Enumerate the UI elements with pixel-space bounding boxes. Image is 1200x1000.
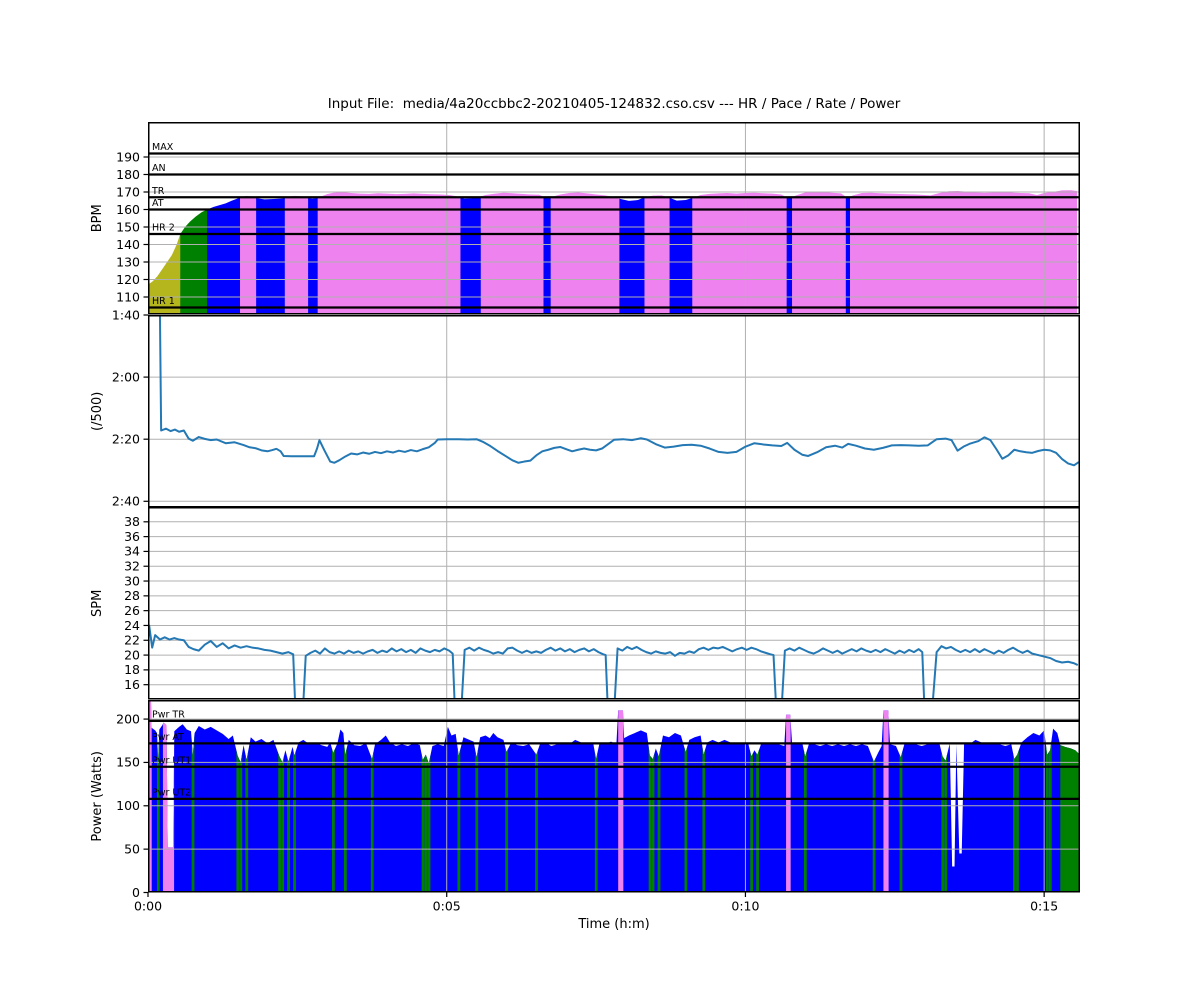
- svg-text:32: 32: [124, 559, 140, 574]
- zone-label: Pwr AT: [152, 731, 184, 742]
- y-axis-title: SPM: [90, 590, 105, 617]
- svg-text:120: 120: [116, 272, 140, 287]
- svg-text:26: 26: [124, 603, 140, 618]
- panel-border: [148, 507, 1080, 700]
- heart-rate-fill: [148, 190, 1078, 315]
- panel-border: [148, 122, 1080, 315]
- panel-power: Pwr TR Pwr AT Pwr UT1 Pwr UT2 0 50 100 150 200 Po…: [90, 699, 1080, 913]
- x-axis-title: Time (h:m): [578, 917, 650, 932]
- svg-text:0:10: 0:10: [731, 898, 759, 913]
- svg-text:28: 28: [124, 588, 140, 603]
- power-fill: [148, 700, 1079, 892]
- svg-text:30: 30: [124, 573, 140, 588]
- svg-text:0:15: 0:15: [1030, 898, 1058, 913]
- svg-text:50: 50: [124, 841, 140, 856]
- x-ticks: 0:00 0:05 0:10 0:15: [134, 892, 1058, 913]
- panel-power-svg: Pwr TR Pwr AT Pwr UT1 Pwr UT2 0 50 100 150 200 Po…: [90, 699, 1080, 913]
- zone-label: Pwr UT1: [152, 755, 191, 766]
- panel-border: [148, 314, 1080, 507]
- svg-text:34: 34: [124, 544, 140, 559]
- grid: [148, 314, 1080, 507]
- svg-text:2:40: 2:40: [112, 493, 140, 508]
- svg-text:180: 180: [116, 167, 140, 182]
- svg-text:0: 0: [132, 884, 140, 899]
- svg-text:24: 24: [124, 618, 140, 633]
- svg-text:36: 36: [124, 529, 140, 544]
- svg-text:2:20: 2:20: [112, 431, 140, 446]
- svg-text:160: 160: [116, 202, 140, 217]
- svg-text:38: 38: [124, 514, 140, 529]
- svg-text:2:00: 2:00: [112, 369, 140, 384]
- svg-text:140: 140: [116, 237, 140, 252]
- zone-label: Pwr TR: [152, 709, 185, 720]
- zone-label: TR: [151, 186, 165, 197]
- zone-label: AT: [152, 198, 164, 209]
- svg-text:1:40: 1:40: [112, 307, 140, 322]
- grid: [148, 507, 1080, 700]
- pace-line: [158, 314, 1080, 466]
- y-axis-title: BPM: [90, 204, 105, 232]
- y-ticks: 110 120 130 140 150 160 170 180 190: [116, 149, 148, 304]
- panel-stroke-rate: 16 18 20 22 24 26 28 30 32 34 36 38 SPM: [90, 507, 1080, 700]
- y-ticks: 1:40 2:00 2:20 2:40: [112, 307, 148, 508]
- zone-label: MAX: [152, 142, 174, 153]
- svg-text:150: 150: [116, 754, 140, 769]
- panel-pace-svg: 1:40 2:00 2:20 2:40 (/500): [90, 307, 1080, 508]
- svg-text:0:00: 0:00: [134, 898, 162, 913]
- svg-text:16: 16: [124, 677, 140, 692]
- svg-text:22: 22: [124, 633, 140, 648]
- zone-label: Pwr UT2: [152, 787, 191, 798]
- zone-label: HR 1: [152, 296, 175, 307]
- stroke-rate-line: [148, 624, 1079, 700]
- panel-pace: 1:40 2:00 2:20 2:40 (/500): [90, 307, 1080, 508]
- svg-text:130: 130: [116, 254, 140, 269]
- svg-text:110: 110: [116, 289, 140, 304]
- panel-heart-rate: MAX AN TR AT HR 2 HR 1 110 120 130 140 150 160 170 18…: [90, 122, 1080, 315]
- svg-text:200: 200: [116, 711, 140, 726]
- y-axis-title: (/500): [90, 391, 105, 430]
- svg-text:100: 100: [116, 798, 140, 813]
- svg-text:190: 190: [116, 149, 140, 164]
- y-axis-title: Power (Watts): [90, 751, 105, 842]
- svg-text:150: 150: [116, 219, 140, 234]
- panel-border: [148, 699, 1080, 892]
- zone-label: HR 2: [152, 223, 175, 234]
- svg-text:0:05: 0:05: [433, 898, 461, 913]
- zone-label: AN: [152, 163, 166, 174]
- svg-text:170: 170: [116, 184, 140, 199]
- svg-text:20: 20: [124, 647, 140, 662]
- svg-text:18: 18: [124, 662, 140, 677]
- grid: [148, 699, 1080, 892]
- y-ticks: 0 50 100 150 200: [116, 711, 148, 899]
- chart-title: Input File: media/4a20ccbbc2-20210405-12…: [327, 96, 901, 112]
